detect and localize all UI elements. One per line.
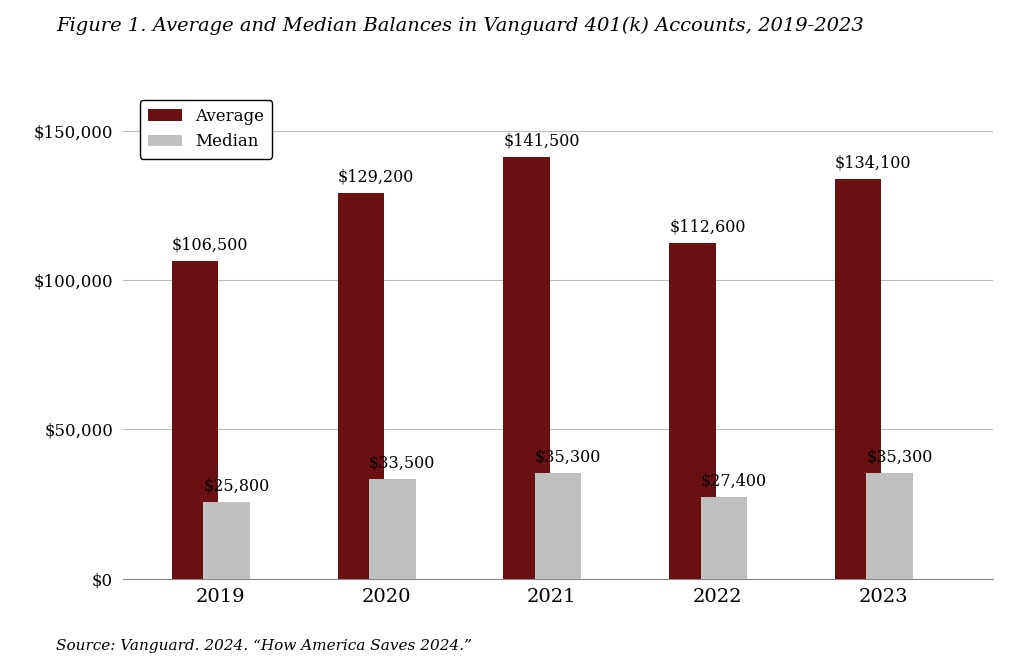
Text: $27,400: $27,400 — [700, 472, 767, 489]
Text: $112,600: $112,600 — [669, 218, 745, 235]
Text: $35,300: $35,300 — [866, 449, 933, 466]
Text: $25,800: $25,800 — [204, 477, 269, 494]
Legend: Average, Median: Average, Median — [140, 100, 272, 159]
Text: $129,200: $129,200 — [338, 169, 414, 186]
Bar — [369, 479, 416, 579]
Text: Source: Vanguard. 2024. “How America Saves 2024.”: Source: Vanguard. 2024. “How America Sav… — [56, 639, 472, 653]
Bar — [504, 156, 550, 579]
Bar — [866, 473, 912, 579]
Text: $141,500: $141,500 — [504, 132, 580, 149]
Text: $134,100: $134,100 — [835, 154, 911, 171]
Bar — [835, 179, 882, 579]
Text: $33,500: $33,500 — [369, 454, 435, 471]
Bar — [338, 194, 384, 579]
Bar — [172, 261, 218, 579]
Text: $35,300: $35,300 — [535, 449, 601, 466]
Bar — [700, 497, 748, 579]
Bar — [535, 473, 582, 579]
Bar — [669, 243, 716, 579]
Text: Figure 1. Average and Median Balances in Vanguard 401(k) Accounts, 2019-2023: Figure 1. Average and Median Balances in… — [56, 17, 864, 35]
Text: $106,500: $106,500 — [172, 237, 248, 253]
Bar — [204, 501, 250, 579]
